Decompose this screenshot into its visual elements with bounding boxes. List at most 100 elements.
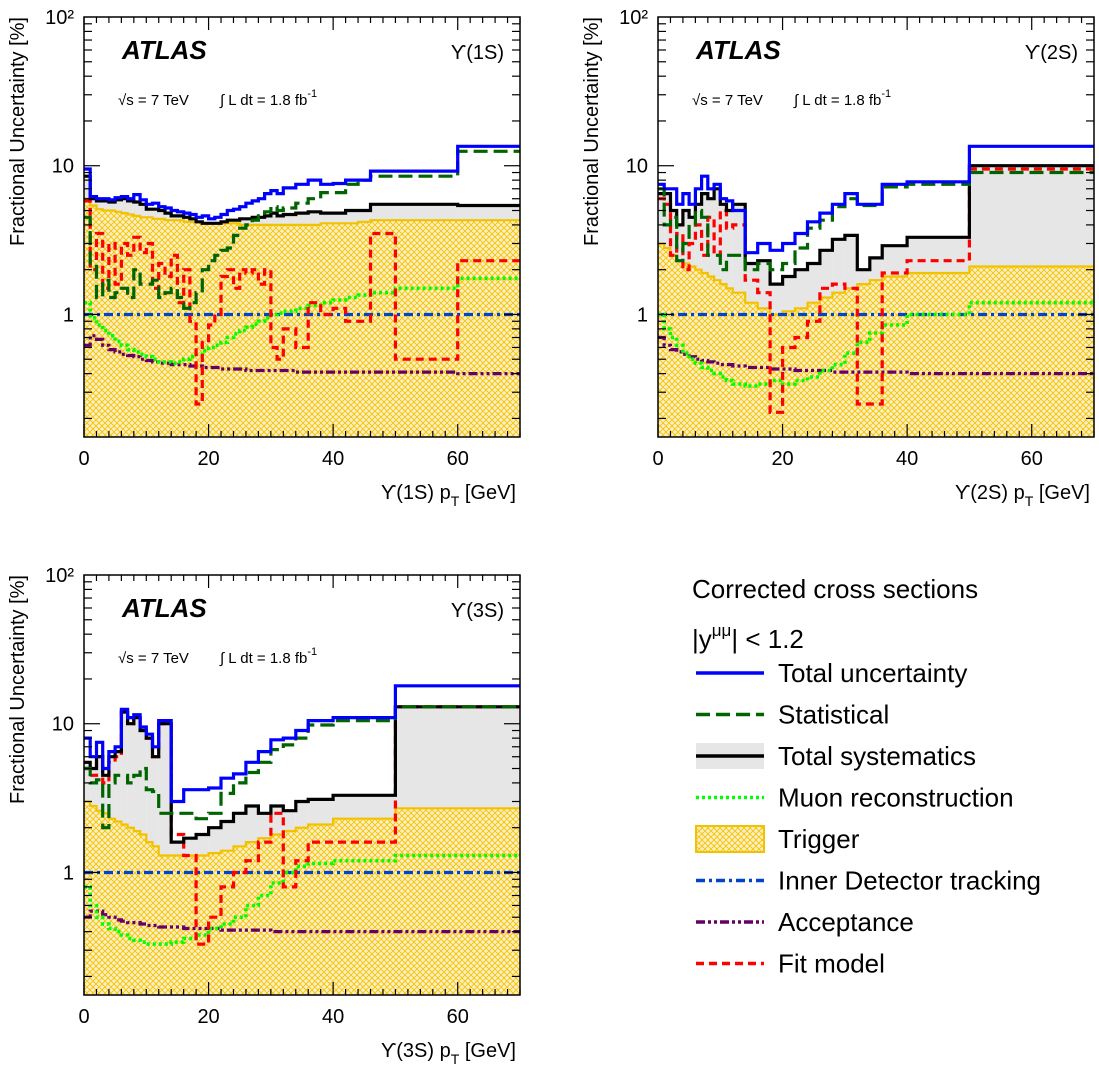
syst-band-bin bbox=[701, 193, 708, 274]
x-axis-label: ϒ(1S) pT [GeV] bbox=[381, 482, 516, 509]
y-axis-label: Fractional Uncertainty [%] bbox=[581, 17, 603, 246]
syst-band-bin bbox=[158, 723, 172, 856]
series-acc-line bbox=[84, 909, 520, 934]
legend-entry-syst: Total systematics bbox=[696, 741, 976, 771]
series-acc-line bbox=[84, 334, 520, 376]
x-tick-label: 40 bbox=[896, 448, 918, 470]
syst-band-bin bbox=[121, 711, 128, 825]
syst-band-bin bbox=[152, 209, 159, 219]
syst-band-bin bbox=[183, 217, 190, 222]
syst-band-bin bbox=[457, 205, 520, 221]
y-tick-label: 10² bbox=[619, 7, 648, 29]
legend-label: Total systematics bbox=[778, 741, 976, 771]
syst-band-bin bbox=[258, 217, 265, 225]
legend-entry-trig: Trigger bbox=[695, 824, 860, 854]
x-axis-label: ϒ(2S) pT [GeV] bbox=[955, 482, 1090, 509]
energy-label: √s = 7 TeV bbox=[692, 92, 763, 109]
series-stat-line bbox=[84, 149, 520, 310]
syst-band-bin bbox=[395, 706, 520, 809]
syst-band-bin bbox=[308, 211, 321, 225]
syst-band-bin bbox=[96, 756, 103, 811]
syst-band-bin bbox=[84, 762, 91, 802]
energy-label: √s = 7 TeV bbox=[118, 650, 189, 667]
y-axis-label: Fractional Uncertainty [%] bbox=[7, 575, 29, 804]
state-label: ϒ(3S) bbox=[451, 600, 504, 622]
state-label: ϒ(1S) bbox=[451, 42, 504, 64]
syst-band-bin bbox=[907, 237, 970, 274]
trigger-band bbox=[84, 801, 520, 995]
series-trig-line bbox=[658, 242, 1094, 316]
series-stat-line bbox=[84, 705, 520, 830]
syst-band-bin bbox=[270, 805, 284, 835]
y-tick-label: 10² bbox=[45, 565, 74, 587]
syst-band-bin bbox=[320, 213, 334, 224]
syst-band-bin bbox=[664, 193, 671, 248]
syst-band-bin bbox=[102, 775, 109, 814]
syst-band-bin bbox=[670, 210, 677, 256]
y-tick-label: 10 bbox=[52, 714, 74, 736]
syst-band-bin bbox=[358, 210, 371, 222]
legend-entry-total: Total uncertainty bbox=[696, 658, 967, 688]
syst-band-bin bbox=[140, 204, 147, 218]
syst-band-bin bbox=[233, 813, 246, 847]
y-tick-label: 1 bbox=[63, 304, 74, 326]
syst-band-bin bbox=[345, 210, 359, 224]
syst-band-bin bbox=[140, 730, 147, 835]
syst-band-bin bbox=[208, 827, 222, 854]
legend-title: Corrected cross sections bbox=[692, 574, 978, 604]
syst-band-bin bbox=[720, 204, 727, 285]
syst-band-bin bbox=[807, 263, 820, 303]
syst-band-bin bbox=[726, 210, 733, 289]
syst-band-bin bbox=[96, 200, 103, 210]
y-tick-label: 10 bbox=[626, 156, 648, 178]
syst-band-bin bbox=[333, 795, 396, 819]
series-total-line bbox=[658, 144, 1094, 255]
syst-band-bin bbox=[882, 245, 908, 277]
x-tick-label: 60 bbox=[447, 1006, 469, 1028]
syst-band-bin bbox=[239, 218, 246, 225]
syst-band-bin bbox=[90, 768, 97, 806]
syst-band-bin bbox=[745, 263, 758, 303]
plot-frame bbox=[657, 16, 1095, 438]
legend-label: Trigger bbox=[778, 824, 860, 854]
syst-band-bin bbox=[108, 202, 116, 211]
syst-band-bin bbox=[115, 751, 122, 822]
legend-entry-muon: Muon reconstruction bbox=[696, 783, 1014, 813]
lumi-label: ∫ L dt = 1.8 fb-1 bbox=[219, 88, 317, 109]
panel-1S: 0 20 40 60 1 10 10² Fractional Uncertainty [%] ϒ… bbox=[7, 7, 521, 509]
state-label: ϒ(2S) bbox=[1025, 42, 1078, 64]
syst-band-bin bbox=[757, 260, 771, 309]
syst-band-bin bbox=[127, 200, 134, 215]
x-tick-label: 40 bbox=[322, 448, 344, 470]
syst-band-bin bbox=[819, 250, 833, 298]
lumi-label: ∫ L dt = 1.8 fb-1 bbox=[219, 646, 317, 667]
syst-band-bin bbox=[183, 838, 197, 856]
syst-band-bin bbox=[90, 198, 97, 206]
x-tick-label: 40 bbox=[322, 1006, 344, 1028]
legend-label: Acceptance bbox=[778, 907, 914, 937]
x-tick-label: 60 bbox=[1021, 448, 1043, 470]
syst-band-bin bbox=[308, 799, 334, 825]
legend-entry-idt: Inner Detector tracking bbox=[696, 866, 1041, 896]
atlas-label: ATLAS bbox=[121, 35, 207, 65]
plot-frame bbox=[83, 574, 521, 996]
series-syst-line bbox=[84, 705, 520, 844]
syst-band-bin bbox=[844, 235, 858, 289]
syst-band-bin bbox=[283, 214, 296, 225]
syst-band-bin bbox=[158, 210, 165, 219]
legend-label: Statistical bbox=[778, 700, 889, 730]
x-tick-label: 20 bbox=[197, 1006, 219, 1028]
syst-band-bin bbox=[395, 204, 458, 221]
syst-band-bin bbox=[152, 756, 159, 847]
legend-label: Fit model bbox=[778, 949, 885, 979]
syst-band-bin bbox=[333, 213, 346, 224]
legend-entry-acc: Acceptance bbox=[696, 907, 914, 937]
series-fit-line bbox=[658, 167, 1094, 414]
series-acc-line bbox=[658, 335, 1094, 376]
syst-band-bin bbox=[295, 213, 309, 225]
syst-band-bin bbox=[102, 200, 109, 211]
legend-label: Inner Detector tracking bbox=[778, 866, 1041, 896]
y-tick-label: 10 bbox=[52, 156, 74, 178]
syst-band-bin bbox=[714, 188, 721, 281]
syst-band-bin bbox=[795, 269, 808, 309]
